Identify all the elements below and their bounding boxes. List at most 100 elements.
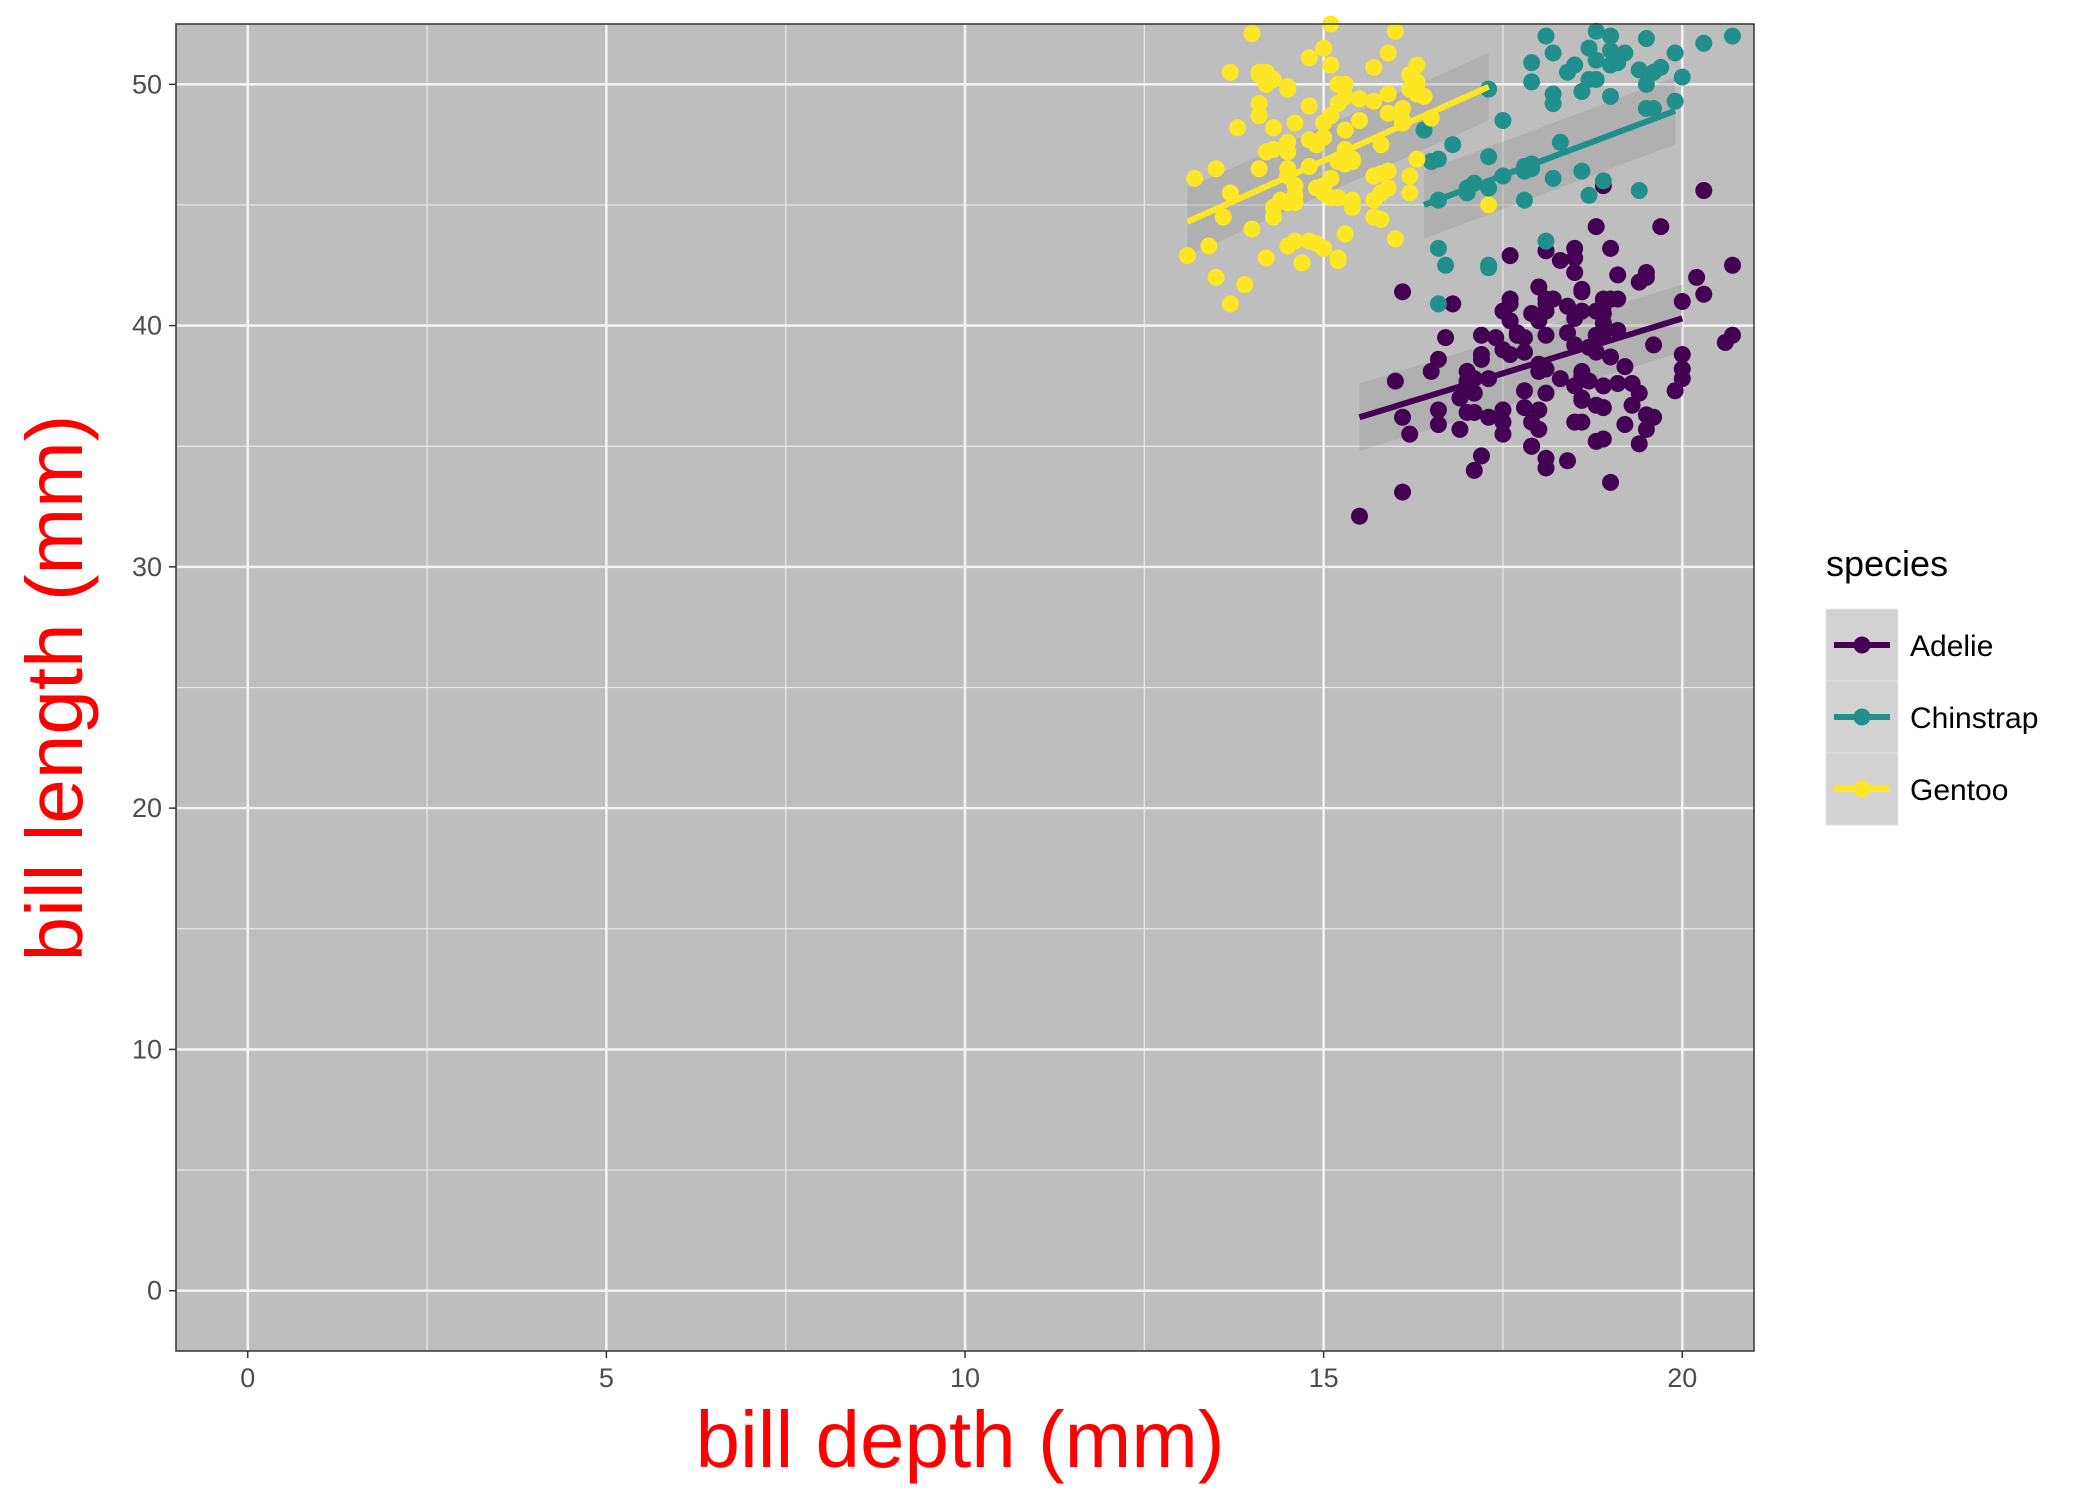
data-point-gentoo (1286, 194, 1304, 212)
data-point-chinstrap (1602, 27, 1620, 45)
data-point-gentoo (1379, 44, 1397, 62)
data-point-gentoo (1207, 268, 1225, 286)
data-point-chinstrap (1695, 34, 1713, 52)
data-point-gentoo (1257, 249, 1275, 267)
data-point-chinstrap (1422, 153, 1440, 171)
data-point-adelie (1609, 374, 1627, 392)
data-point-gentoo (1379, 179, 1397, 197)
data-point-gentoo (1372, 136, 1390, 154)
data-point-adelie (1594, 399, 1612, 417)
data-point-adelie (1537, 449, 1555, 467)
data-point-chinstrap (1544, 169, 1562, 187)
data-point-adelie (1637, 264, 1655, 282)
data-point-gentoo (1379, 162, 1397, 180)
data-point-chinstrap (1537, 232, 1555, 250)
legend-label: Gentoo (1910, 774, 2008, 807)
data-point-adelie (1394, 283, 1412, 301)
data-point-chinstrap (1523, 54, 1541, 72)
data-point-adelie (1480, 408, 1498, 426)
data-point-adelie (1602, 473, 1620, 491)
data-point-adelie (1723, 256, 1741, 274)
legend-key-point (1853, 708, 1871, 726)
data-point-adelie (1444, 295, 1462, 313)
data-point-gentoo (1300, 97, 1318, 115)
data-point-adelie (1429, 350, 1447, 368)
data-point-chinstrap (1594, 172, 1612, 190)
data-point-gentoo (1365, 208, 1383, 226)
data-point-adelie (1494, 401, 1512, 419)
data-point-chinstrap (1723, 27, 1741, 45)
y-tick-label: 0 (147, 1276, 162, 1306)
data-point-gentoo (1365, 92, 1383, 110)
data-point-adelie (1515, 382, 1533, 400)
data-point-chinstrap (1630, 181, 1648, 199)
data-point-adelie (1566, 309, 1584, 327)
data-point-adelie (1551, 251, 1569, 269)
data-point-adelie (1559, 452, 1577, 470)
data-point-adelie (1429, 416, 1447, 434)
data-point-gentoo (1394, 99, 1412, 117)
data-point-adelie (1673, 292, 1691, 310)
data-points (1178, 15, 1741, 525)
data-point-adelie (1494, 425, 1512, 443)
data-point-adelie (1616, 416, 1634, 434)
data-point-adelie (1386, 372, 1404, 390)
data-point-chinstrap (1645, 99, 1663, 117)
fit-line-chinstrap (1423, 108, 1677, 208)
x-tick-label: 0 (240, 1363, 255, 1393)
data-point-gentoo (1401, 184, 1419, 202)
data-point-adelie (1566, 377, 1584, 395)
data-point-adelie (1602, 239, 1620, 257)
data-point-adelie (1594, 377, 1612, 395)
x-tick-label: 10 (950, 1363, 980, 1393)
data-point-adelie (1652, 218, 1670, 236)
data-point-adelie (1530, 420, 1548, 438)
data-point-adelie (1451, 389, 1469, 407)
data-point-gentoo (1307, 179, 1325, 197)
data-point-gentoo (1236, 276, 1254, 294)
data-point-chinstrap (1444, 136, 1462, 154)
data-point-gentoo (1186, 169, 1204, 187)
data-point-gentoo (1221, 63, 1239, 81)
data-point-gentoo (1207, 160, 1225, 178)
legend-label: Chinstrap (1910, 702, 2038, 735)
data-point-adelie (1602, 348, 1620, 366)
data-point-adelie (1645, 408, 1663, 426)
data-point-chinstrap (1673, 68, 1691, 86)
data-point-gentoo (1293, 254, 1311, 272)
data-point-adelie (1494, 413, 1512, 431)
data-point-adelie (1437, 329, 1455, 347)
data-point-adelie (1723, 326, 1741, 344)
data-point-adelie (1566, 239, 1584, 257)
data-point-gentoo (1279, 78, 1297, 96)
data-point-gentoo (1365, 167, 1383, 185)
data-point-gentoo (1351, 112, 1368, 130)
data-point-gentoo (1264, 119, 1282, 137)
data-point-gentoo (1272, 191, 1290, 209)
data-point-gentoo (1178, 247, 1196, 265)
x-tick-label: 15 (1309, 1363, 1339, 1393)
data-point-chinstrap (1494, 112, 1512, 130)
fit-lines (1186, 83, 1684, 421)
legend: species Adelie Chinstrap Gentoo (1825, 543, 2038, 826)
data-point-adelie (1609, 290, 1627, 308)
data-point-gentoo (1343, 191, 1361, 209)
data-point-chinstrap (1580, 186, 1598, 204)
data-point-adelie (1515, 399, 1533, 417)
data-point-gentoo (1257, 75, 1275, 93)
data-point-adelie (1587, 218, 1605, 236)
data-point-chinstrap (1523, 73, 1541, 91)
data-point-adelie (1616, 358, 1634, 376)
y-tick-label: 10 (132, 1034, 162, 1064)
data-point-adelie (1401, 425, 1419, 443)
data-point-gentoo (1243, 25, 1261, 43)
fit-line-gentoo (1186, 83, 1490, 225)
data-point-chinstrap (1580, 39, 1598, 57)
y-tick-label: 50 (132, 69, 162, 99)
fit-line-adelie (1358, 315, 1684, 421)
data-point-adelie (1515, 343, 1533, 361)
data-point-chinstrap (1544, 85, 1562, 103)
data-point-adelie (1673, 360, 1691, 378)
data-point-gentoo (1480, 196, 1498, 214)
